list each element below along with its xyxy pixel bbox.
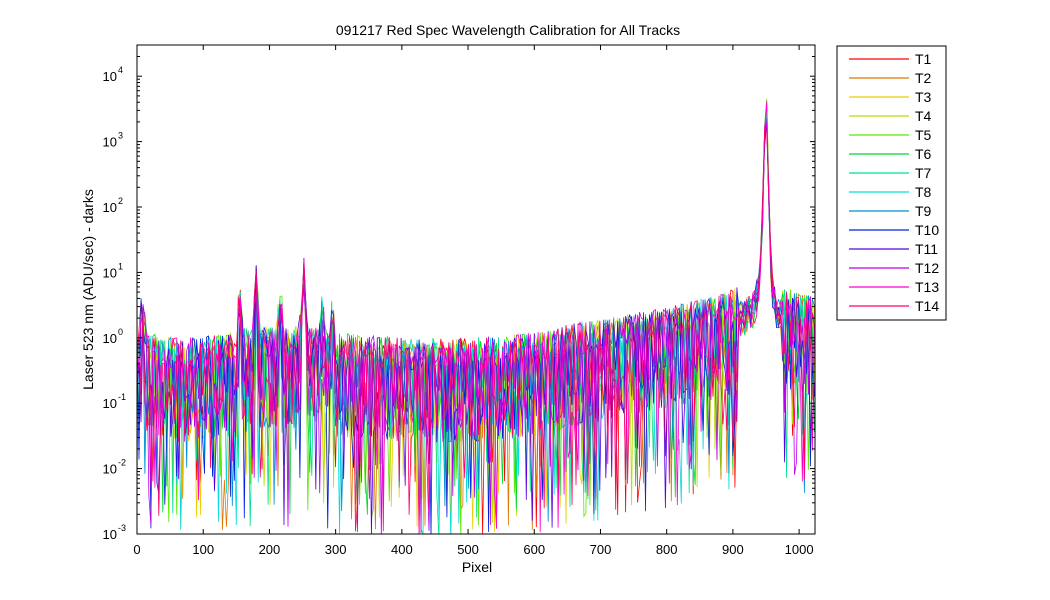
y-axis-label: Laser 523 nm (ADU/sec) - darks: [80, 189, 96, 390]
y-tick-label: 10: [103, 462, 117, 477]
y-tick-exponent: 2: [118, 196, 123, 206]
y-tick-exponent: 4: [118, 65, 123, 75]
y-tick-label: 10: [103, 331, 117, 346]
y-tick-exponent: 0: [118, 327, 123, 337]
y-tick-label: 10: [103, 396, 117, 411]
x-axis-ticks: 0 100 200 300 400 500 600 700 800 900 1000: [133, 45, 814, 557]
legend-label-t4: T4: [915, 108, 932, 124]
legend-label-t13: T13: [915, 279, 939, 295]
chart-title: 091217 Red Spec Wavelength Calibration f…: [336, 22, 680, 38]
legend-label-t8: T8: [915, 184, 932, 200]
x-tick-label: 600: [523, 542, 545, 557]
legend-box: [836, 45, 947, 321]
x-tick-label: 400: [391, 542, 413, 557]
series-line-t14: [137, 126, 815, 534]
legend-label-t11: T11: [915, 241, 938, 257]
legend-label-t6: T6: [915, 146, 932, 162]
y-tick-label: 10: [103, 135, 117, 150]
x-tick-label: 900: [722, 542, 744, 557]
legend-label-t10: T10: [915, 222, 939, 238]
x-tick-label: 700: [590, 542, 612, 557]
y-tick-exponent: -2: [118, 458, 126, 468]
legend-label-t5: T5: [915, 127, 932, 143]
y-tick-exponent: 3: [118, 131, 123, 141]
series-layer: [137, 98, 815, 534]
x-tick-label: 300: [325, 542, 347, 557]
legend-label-t9: T9: [915, 203, 932, 219]
y-tick-exponent: 1: [118, 261, 123, 271]
legend-label-t12: T12: [915, 260, 939, 276]
y-tick-label: 10: [103, 527, 117, 542]
axes-box: [136, 44, 816, 535]
x-axis-label: Pixel: [462, 559, 492, 575]
legend-label-t2: T2: [915, 70, 932, 86]
x-tick-label: 200: [259, 542, 281, 557]
x-tick-label: 100: [192, 542, 214, 557]
legend-label-t1: T1: [915, 51, 932, 67]
legend-label-t14: T14: [915, 298, 939, 314]
legend-label-t7: T7: [915, 165, 932, 181]
y-tick-label: 10: [103, 265, 117, 280]
y-tick-label: 10: [103, 200, 117, 215]
series-line-t11: [137, 123, 815, 534]
x-tick-label: 0: [133, 542, 140, 557]
x-tick-label: 800: [656, 542, 678, 557]
x-tick-label: 500: [457, 542, 479, 557]
legend-label-t3: T3: [915, 89, 932, 105]
legend: T1 T2 T3 T4 T5 T6 T7 T8 T9 T10 T11 T12 T13 T14: [836, 45, 947, 321]
y-tick-exponent: -1: [118, 392, 126, 402]
y-tick-label: 10: [103, 69, 117, 84]
y-tick-exponent: -3: [118, 523, 126, 533]
x-tick-label: 1000: [785, 542, 814, 557]
